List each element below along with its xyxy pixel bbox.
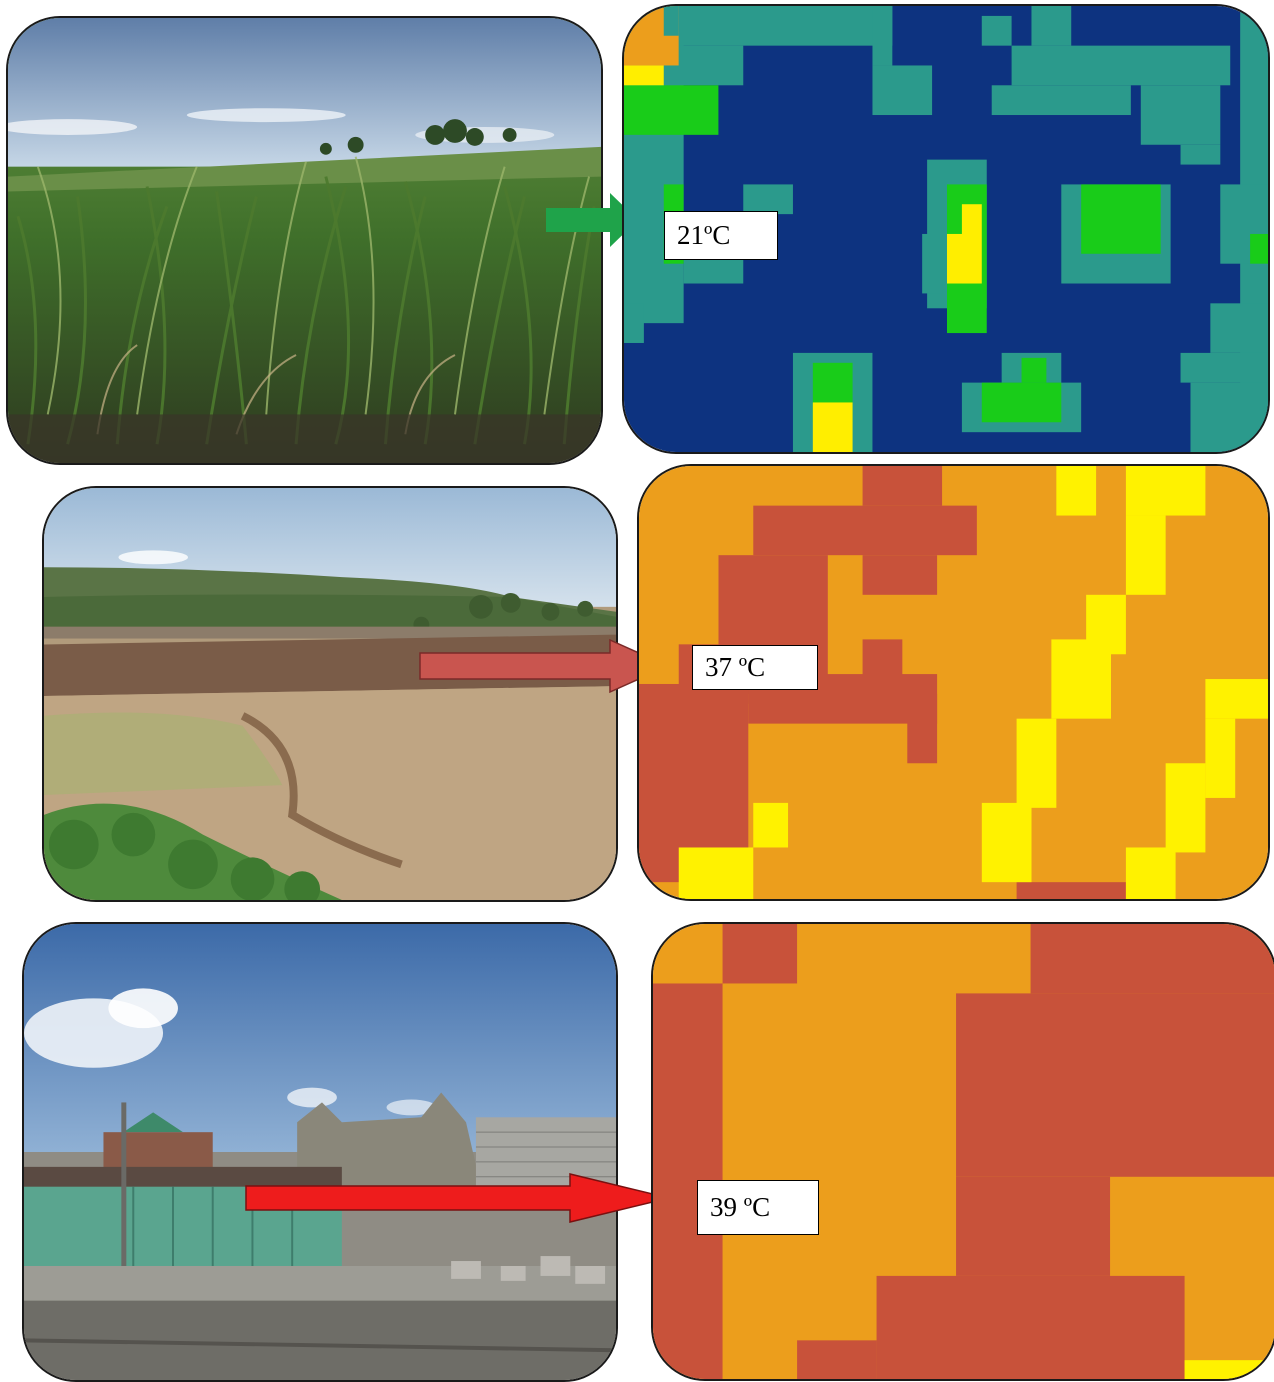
built-up-thermal-map [651, 922, 1274, 1381]
temperature-label-37: 37 ºC [692, 645, 818, 690]
vegetation-thermal-map [622, 4, 1270, 454]
bare-farmland-photo [42, 486, 618, 902]
red-arrow-icon [245, 1173, 670, 1223]
vegetation-photo [6, 16, 603, 465]
temperature-label-39: 39 ºC [697, 1180, 819, 1235]
green-arrow-icon [546, 193, 638, 247]
temperature-label-21: 21ºC [664, 211, 778, 260]
red-brown-arrow-icon [419, 638, 670, 694]
built-up-photo [22, 922, 618, 1382]
